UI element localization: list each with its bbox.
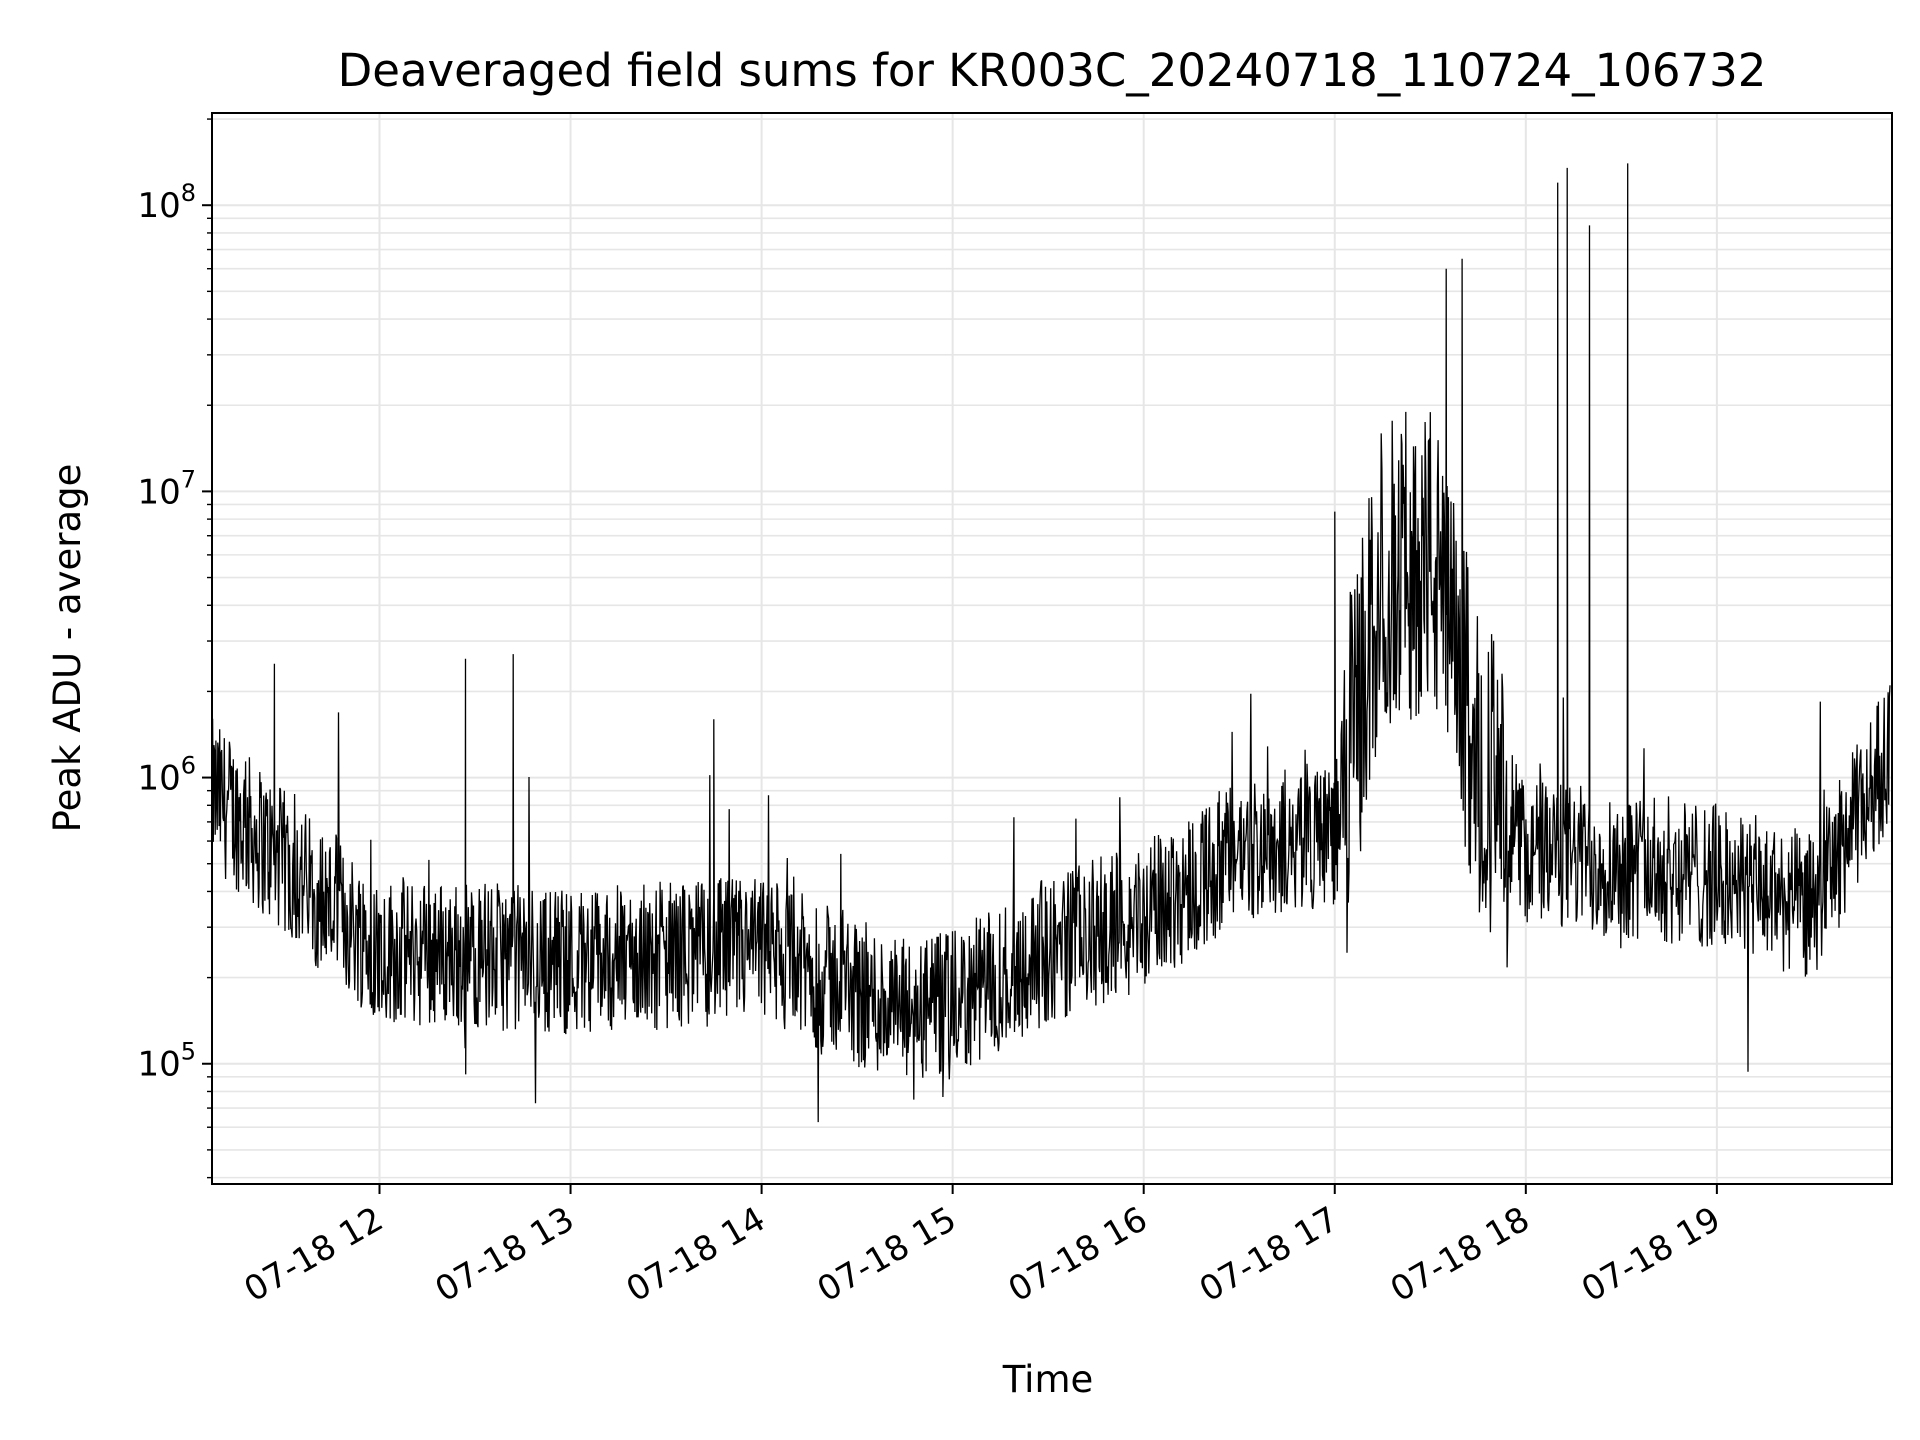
chart-title: Deaveraged field sums for KR003C_2024071… xyxy=(338,44,1767,97)
y-tick-label: 105 xyxy=(137,1038,196,1085)
y-axis-label: Peak ADU - average xyxy=(46,464,89,833)
series-line xyxy=(211,163,1891,1123)
x-axis-label: Time xyxy=(1002,1358,1094,1401)
y-tick-label: 106 xyxy=(137,752,196,799)
y-tick-label: 108 xyxy=(137,179,196,226)
plot-frame xyxy=(211,112,1893,1185)
grid xyxy=(212,113,1892,1184)
series-path xyxy=(211,163,1891,1123)
y-tick-label: 107 xyxy=(137,465,196,512)
